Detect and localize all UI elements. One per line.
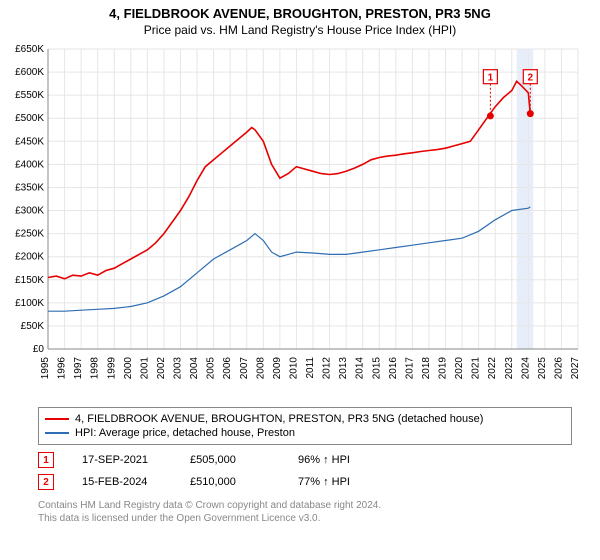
marker-num-1: 2 bbox=[43, 477, 49, 488]
data-row-0: 1 17-SEP-2021 £505,000 96% ↑ HPI bbox=[38, 449, 572, 471]
marker-box-1: 2 bbox=[38, 474, 54, 490]
svg-text:2022: 2022 bbox=[487, 357, 498, 380]
footer-line-2: This data is licensed under the Open Gov… bbox=[38, 512, 572, 525]
svg-text:£650K: £650K bbox=[15, 44, 44, 55]
svg-text:2000: 2000 bbox=[123, 357, 134, 380]
marker-box-0: 1 bbox=[38, 452, 54, 468]
svg-text:2006: 2006 bbox=[222, 357, 233, 380]
svg-text:1997: 1997 bbox=[73, 357, 84, 380]
svg-text:£50K: £50K bbox=[21, 321, 45, 332]
svg-text:2008: 2008 bbox=[255, 357, 266, 380]
svg-text:1: 1 bbox=[488, 73, 494, 84]
svg-text:2017: 2017 bbox=[404, 357, 415, 380]
svg-text:2004: 2004 bbox=[189, 357, 200, 380]
chart-subtitle: Price paid vs. HM Land Registry's House … bbox=[0, 21, 600, 41]
svg-text:1995: 1995 bbox=[40, 357, 51, 380]
data-row-1: 2 15-FEB-2024 £510,000 77% ↑ HPI bbox=[38, 471, 572, 493]
svg-text:2011: 2011 bbox=[305, 357, 316, 379]
svg-text:2025: 2025 bbox=[537, 357, 548, 380]
svg-text:2026: 2026 bbox=[553, 357, 564, 380]
legend-row-0: 4, FIELDBROOK AVENUE, BROUGHTON, PRESTON… bbox=[45, 412, 565, 426]
footer: Contains HM Land Registry data © Crown c… bbox=[38, 499, 572, 525]
svg-text:£250K: £250K bbox=[15, 229, 44, 240]
svg-text:2027: 2027 bbox=[570, 357, 581, 380]
svg-text:£500K: £500K bbox=[15, 113, 44, 124]
svg-text:1999: 1999 bbox=[106, 357, 117, 380]
svg-text:2007: 2007 bbox=[239, 357, 250, 380]
svg-text:2003: 2003 bbox=[173, 357, 184, 380]
legend-label-1: HPI: Average price, detached house, Pres… bbox=[75, 427, 295, 439]
svg-text:£100K: £100K bbox=[15, 298, 44, 309]
svg-text:£200K: £200K bbox=[15, 252, 44, 263]
svg-text:2012: 2012 bbox=[322, 357, 333, 380]
svg-text:£400K: £400K bbox=[15, 159, 44, 170]
svg-text:£350K: £350K bbox=[15, 182, 44, 193]
svg-text:£550K: £550K bbox=[15, 90, 44, 101]
legend-label-0: 4, FIELDBROOK AVENUE, BROUGHTON, PRESTON… bbox=[75, 413, 483, 425]
svg-text:1996: 1996 bbox=[57, 357, 68, 380]
svg-text:2005: 2005 bbox=[206, 357, 217, 380]
svg-text:2013: 2013 bbox=[338, 357, 349, 380]
svg-text:2024: 2024 bbox=[520, 357, 531, 380]
svg-text:2023: 2023 bbox=[504, 357, 515, 380]
svg-text:£600K: £600K bbox=[15, 67, 44, 78]
legend-swatch-0 bbox=[45, 418, 69, 420]
svg-text:2001: 2001 bbox=[139, 357, 150, 380]
svg-text:£450K: £450K bbox=[15, 136, 44, 147]
svg-text:£0: £0 bbox=[33, 344, 45, 355]
svg-text:2: 2 bbox=[528, 73, 534, 84]
footer-line-1: Contains HM Land Registry data © Crown c… bbox=[38, 499, 572, 512]
price-cell-1: £510,000 bbox=[190, 476, 270, 488]
svg-text:2014: 2014 bbox=[355, 357, 366, 380]
svg-text:2009: 2009 bbox=[272, 357, 283, 380]
pct-cell-1: 77% ↑ HPI bbox=[298, 476, 378, 488]
date-cell-0: 17-SEP-2021 bbox=[82, 454, 162, 466]
svg-text:2020: 2020 bbox=[454, 357, 465, 380]
marker-num-0: 1 bbox=[43, 455, 49, 466]
page-container: 4, FIELDBROOK AVENUE, BROUGHTON, PRESTON… bbox=[0, 0, 600, 560]
svg-text:2010: 2010 bbox=[288, 357, 299, 380]
chart-svg: £0 £50K £100K £150K £200K £250K £300K £350K £400… bbox=[0, 41, 600, 401]
svg-text:2018: 2018 bbox=[421, 357, 432, 380]
pct-cell-0: 96% ↑ HPI bbox=[298, 454, 378, 466]
date-cell-1: 15-FEB-2024 bbox=[82, 476, 162, 488]
legend-row-1: HPI: Average price, detached house, Pres… bbox=[45, 426, 565, 440]
chart-title: 4, FIELDBROOK AVENUE, BROUGHTON, PRESTON… bbox=[0, 0, 600, 21]
svg-text:2015: 2015 bbox=[371, 357, 382, 380]
svg-text:2019: 2019 bbox=[438, 357, 449, 380]
chart-area: £0 £50K £100K £150K £200K £250K £300K £350K £400… bbox=[0, 41, 600, 401]
svg-text:2002: 2002 bbox=[156, 357, 167, 380]
svg-text:2021: 2021 bbox=[471, 357, 482, 380]
svg-text:2016: 2016 bbox=[388, 357, 399, 380]
data-table: 1 17-SEP-2021 £505,000 96% ↑ HPI 2 15-FE… bbox=[38, 449, 572, 493]
price-cell-0: £505,000 bbox=[190, 454, 270, 466]
svg-text:£300K: £300K bbox=[15, 206, 44, 217]
svg-text:1998: 1998 bbox=[90, 357, 101, 380]
svg-text:£150K: £150K bbox=[15, 275, 44, 286]
legend-box: 4, FIELDBROOK AVENUE, BROUGHTON, PRESTON… bbox=[38, 407, 572, 445]
legend-swatch-1 bbox=[45, 432, 69, 434]
